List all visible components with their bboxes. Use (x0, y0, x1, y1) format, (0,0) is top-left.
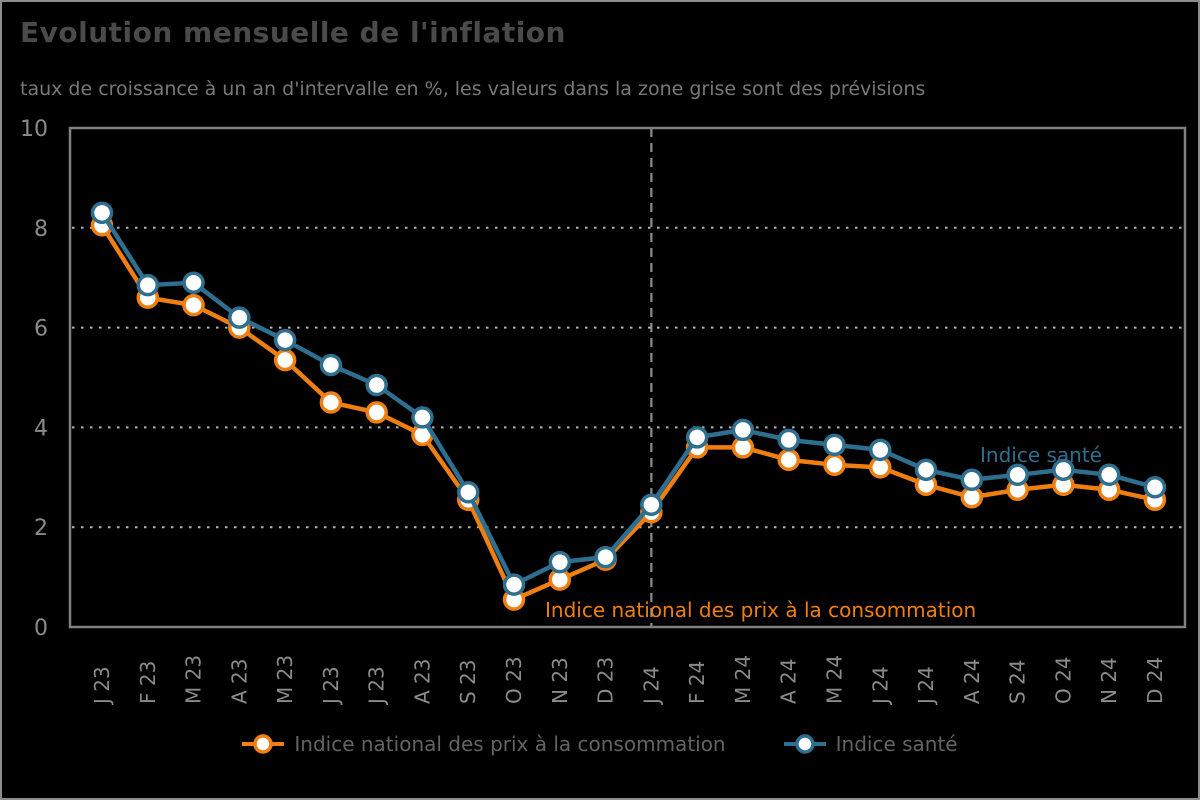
data-point-sante-J-24 (640, 493, 663, 516)
data-point-sante-O-24 (1052, 458, 1075, 482)
x-tick-label-2: M 23 (182, 655, 206, 704)
data-point-sante-D-23 (594, 545, 617, 569)
x-tick-label-0: J 23 (90, 666, 114, 706)
plot-frame (68, 126, 1187, 629)
y-tick-label-8: 8 (34, 217, 48, 242)
x-tick-label-11: D 23 (594, 657, 618, 704)
data-point-sante-J-23 (365, 373, 388, 397)
chart-title: Evolution mensuelle de l'inflation (20, 16, 566, 49)
data-point-sante-N-24 (1097, 463, 1121, 487)
data-point-sante-F-24 (685, 426, 709, 449)
legend-item-sante: Indice santé (783, 732, 958, 756)
x-tick-label-9: O 23 (502, 656, 526, 704)
data-point-sante-S-23 (456, 481, 480, 504)
y-tick-label-4: 4 (34, 416, 48, 441)
data-point-sante-A-23 (411, 406, 434, 429)
legend-marker-icon (242, 734, 285, 754)
data-point-cpi-M-23 (273, 348, 297, 372)
x-tick-label-22: N 24 (1097, 657, 1121, 704)
x-tick-label-14: M 24 (731, 655, 755, 704)
series-line-sante (100, 211, 1156, 587)
y-tick-label-6: 6 (34, 317, 48, 342)
x-tick-label-16: M 24 (822, 655, 846, 704)
data-point-sante-A-24 (777, 428, 800, 452)
data-point-sante-J-24 (869, 438, 892, 462)
data-point-sante-M-24 (823, 433, 846, 457)
x-tick-label-12: J 24 (639, 666, 663, 706)
legend-marker-icon (783, 734, 826, 754)
data-point-sante-M-23 (273, 328, 297, 352)
x-tick-label-6: J 23 (365, 666, 389, 706)
data-point-cpi-A-24 (777, 448, 800, 472)
data-point-sante-D-24 (1143, 476, 1167, 499)
data-point-sante-J-24 (914, 458, 938, 482)
data-point-cpi-J-23 (319, 391, 343, 414)
legend-label: Indice national des prix à la consommati… (294, 732, 726, 756)
data-point-sante-M-23 (182, 271, 205, 294)
x-tick-label-21: O 24 (1051, 656, 1075, 704)
data-point-sante-F-23 (136, 273, 160, 297)
y-tick-label-10: 10 (20, 117, 48, 142)
data-point-sante-O-23 (502, 573, 526, 596)
chart-legend: Indice national des prix à la consommati… (2, 732, 1198, 756)
x-tick-label-1: F 23 (136, 661, 160, 704)
x-tick-label-23: D 24 (1143, 657, 1167, 704)
series-line-cpi (100, 224, 1156, 602)
data-point-sante-J-23 (90, 201, 114, 225)
x-tick-label-20: S 24 (1006, 659, 1030, 704)
y-tick-label-2: 2 (34, 516, 48, 541)
legend-label: Indice santé (835, 732, 958, 756)
data-point-sante-A-23 (228, 306, 251, 329)
x-tick-label-8: S 23 (456, 659, 480, 704)
data-point-sante-N-23 (548, 550, 572, 574)
legend-item-cpi: Indice national des prix à la consommati… (242, 732, 726, 756)
data-point-sante-J-23 (319, 353, 343, 377)
data-point-cpi-M-23 (182, 293, 205, 317)
x-tick-label-17: J 24 (868, 666, 892, 706)
sante-series-label: Indice santé (980, 443, 1102, 467)
data-point-sante-S-24 (1006, 463, 1029, 487)
x-tick-label-18: J 24 (914, 666, 938, 706)
cpi-series-label: Indice national des prix à la consommati… (545, 598, 977, 622)
x-tick-label-3: A 23 (227, 659, 251, 705)
chart-subtitle: taux de croissance à un an d'intervalle … (20, 78, 926, 100)
x-tick-label-4: M 23 (273, 655, 297, 704)
x-tick-label-13: F 24 (685, 661, 709, 704)
data-point-sante-A-24 (960, 468, 984, 492)
x-tick-label-15: A 24 (777, 659, 801, 705)
x-tick-label-19: A 24 (960, 659, 984, 705)
data-point-cpi-J-23 (365, 401, 388, 424)
x-tick-label-10: N 23 (548, 657, 572, 704)
data-point-sante-M-24 (731, 418, 755, 442)
y-tick-label-0: 0 (34, 616, 48, 641)
x-tick-label-7: A 23 (410, 659, 434, 705)
x-tick-label-5: J 23 (319, 666, 343, 706)
data-point-cpi-M-24 (823, 453, 846, 477)
